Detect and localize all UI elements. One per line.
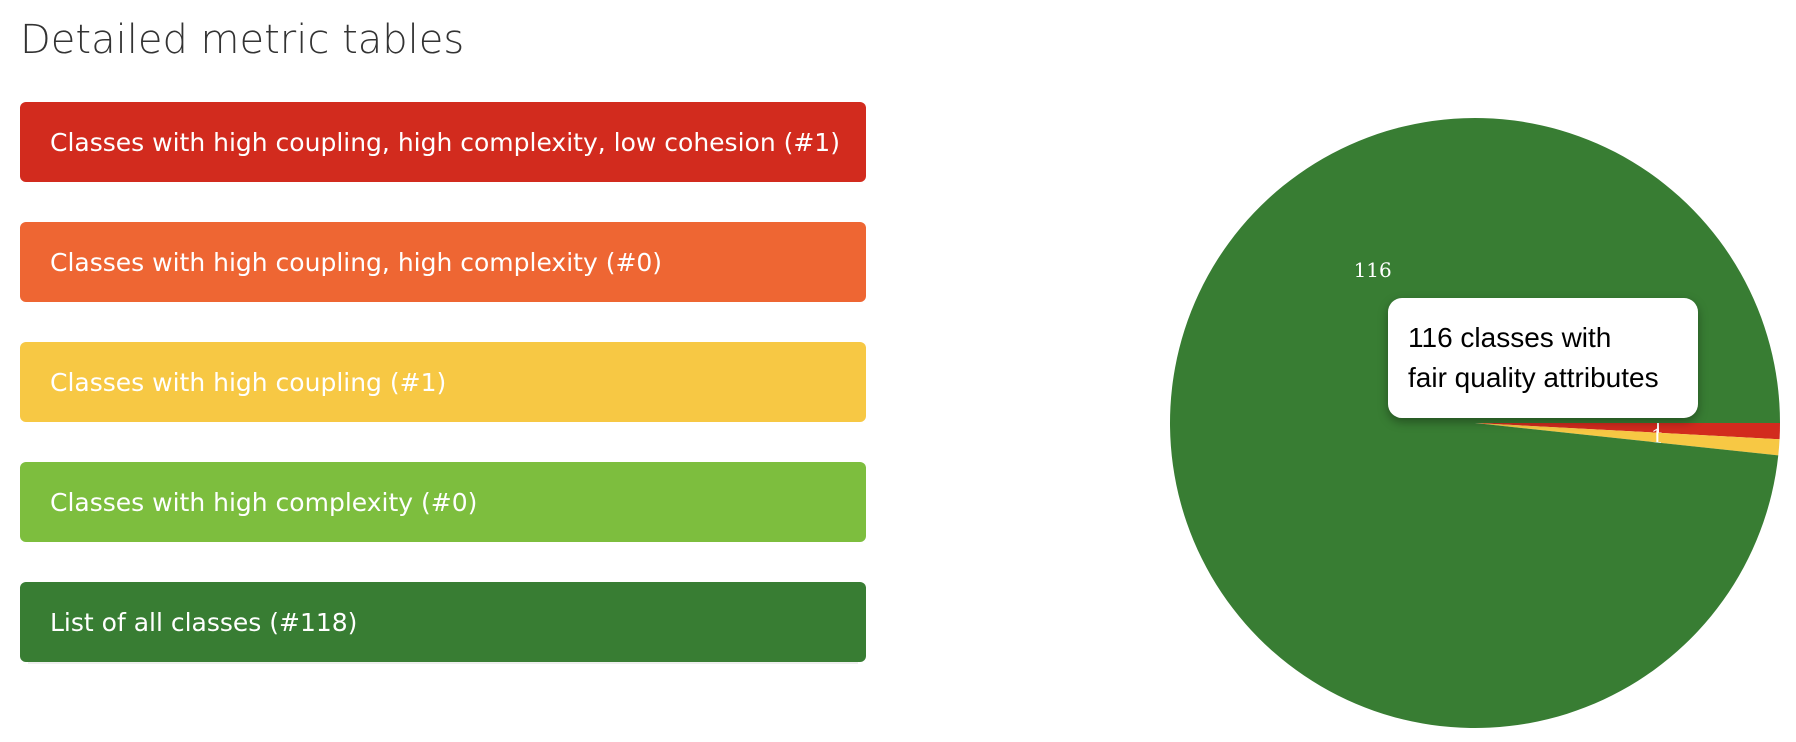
all-classes-button[interactable]: List of all classes (#118): [20, 582, 866, 662]
high-coupling-button[interactable]: Classes with high coupling (#1): [20, 342, 866, 422]
chart-tooltip: 116 classes with fair quality attributes: [1388, 298, 1698, 418]
pie-slice-1[interactable]: [1475, 423, 1780, 440]
page-title: Detailed metric tables: [20, 17, 465, 63]
pie-slice-2[interactable]: [1475, 423, 1780, 456]
quality-pie-chart: 1 1 116 116 classes with fair quality attr…: [1170, 117, 1780, 728]
pie-slice-0[interactable]: [1170, 117, 1780, 728]
high-complexity-button[interactable]: Classes with high complexity (#0): [20, 462, 866, 542]
high-coupling-complexity-button[interactable]: Classes with high coupling, high complex…: [20, 222, 866, 302]
high-coupling-complexity-low-cohesion-button[interactable]: Classes with high coupling, high complex…: [20, 102, 866, 182]
tooltip-line-2: fair quality attributes: [1408, 362, 1659, 393]
pie-slice-label-0: 116: [1354, 258, 1392, 282]
pie-slice-label-2: 1: [1651, 424, 1664, 448]
metric-table-list: Classes with high coupling, high complex…: [20, 102, 866, 662]
tooltip-line-1: 116 classes with: [1408, 322, 1612, 353]
